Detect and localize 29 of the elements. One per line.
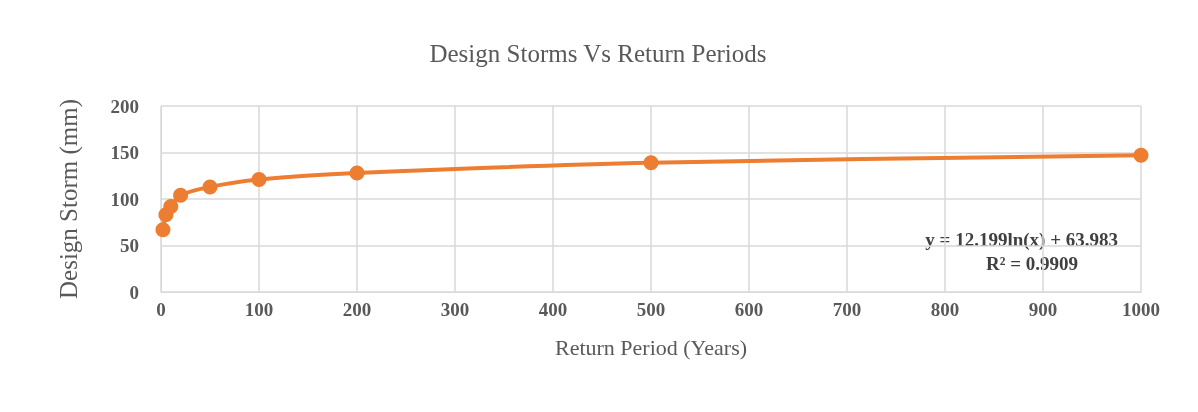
x-tick-label: 900 [1028,299,1058,320]
x-tick-label: 800 [930,299,960,320]
point [349,165,365,181]
x-tick-label: 200 [342,299,372,320]
point [1133,147,1149,163]
annotation: R² = 0.9909 [986,253,1079,274]
point [643,155,659,171]
y-tick-label: 100 [110,188,139,210]
x-tick-label: 300 [440,299,470,320]
point [202,179,218,195]
y-tick-label: 150 [110,142,139,163]
point [163,198,179,214]
point [173,187,189,203]
x-tick-label: 500 [636,299,666,320]
chart-title: Design Storms Vs Return Periods [429,40,767,67]
annotation: y = 12.199ln(x) + 63.983 [925,229,1118,251]
x-axis-title: Return Period (Years) [554,334,748,360]
point [155,222,171,238]
y-tick-label: 200 [110,95,139,117]
x-tick-label: 400 [538,299,568,320]
y-tick-label: 0 [129,281,139,303]
y-axis-title: Design Storm (mm) [55,99,83,299]
x-tick-label: 700 [832,299,862,320]
x-tick-label: 600 [734,299,764,320]
point [251,171,267,187]
x-tick-label: 1000 [1122,299,1160,320]
y-tick-label: 50 [120,235,139,256]
x-tick-label: 0 [156,299,166,320]
x-tick-label: 100 [244,299,274,320]
